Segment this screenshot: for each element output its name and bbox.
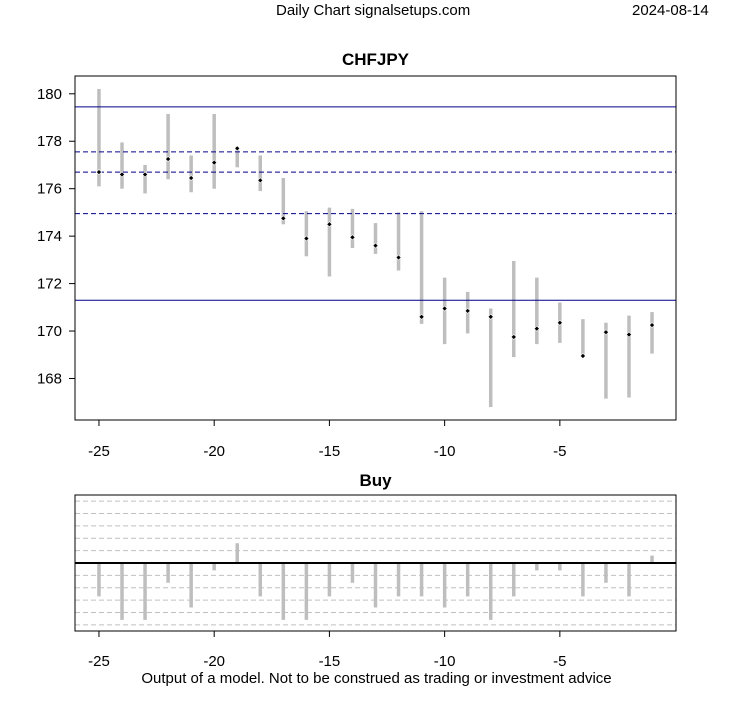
x-tick-label-bottom-2: -15 xyxy=(319,653,341,670)
buy-plot-frame xyxy=(74,494,677,632)
close-point-13 xyxy=(395,254,402,261)
price-plot-frame xyxy=(74,75,677,421)
close-point-7 xyxy=(257,177,264,184)
y-tick-label-0: 168 xyxy=(37,370,62,387)
chart-header-left: Daily Chart signalsetups.com xyxy=(276,2,471,19)
close-point-6 xyxy=(234,145,241,152)
x-tick-label-top-1: -20 xyxy=(203,443,225,460)
close-point-3 xyxy=(165,156,172,163)
x-tick-label-bottom-4: -5 xyxy=(553,653,566,670)
close-point-16 xyxy=(464,307,471,314)
close-point-23 xyxy=(625,331,633,338)
close-point-19 xyxy=(533,325,540,332)
y-tick-label-5: 178 xyxy=(37,133,62,150)
close-point-9 xyxy=(303,235,310,242)
close-point-17 xyxy=(487,313,494,320)
close-point-20 xyxy=(556,319,563,326)
y-tick-label-2: 172 xyxy=(37,276,62,293)
x-tick-label-bottom-1: -20 xyxy=(203,653,225,670)
y-tick-label-6: 180 xyxy=(37,86,62,103)
close-point-24 xyxy=(649,322,656,329)
x-tick-label-top-3: -10 xyxy=(434,443,456,460)
close-point-18 xyxy=(510,333,517,340)
y-tick-label-1: 170 xyxy=(37,323,62,340)
buy-chart-title: Buy xyxy=(359,471,392,490)
close-point-0 xyxy=(95,169,102,176)
x-tick-label-top-0: -25 xyxy=(88,443,110,460)
close-point-22 xyxy=(602,329,609,336)
close-point-12 xyxy=(372,242,379,249)
close-point-21 xyxy=(579,352,586,359)
close-point-2 xyxy=(142,171,149,178)
x-tick-label-top-4: -5 xyxy=(553,443,566,460)
chart-date: 2024-08-14 xyxy=(632,2,709,19)
close-point-5 xyxy=(211,159,218,166)
y-tick-label-3: 174 xyxy=(37,228,62,245)
close-point-8 xyxy=(280,215,287,222)
x-tick-label-top-2: -15 xyxy=(319,443,341,460)
x-tick-label-bottom-0: -25 xyxy=(88,653,110,670)
disclaimer-footer: Output of a model. Not to be construed a… xyxy=(141,670,612,687)
close-point-4 xyxy=(188,174,195,182)
y-tick-label-4: 176 xyxy=(37,181,62,198)
close-point-10 xyxy=(326,221,333,228)
price-chart-title: CHFJPY xyxy=(342,50,410,69)
close-point-11 xyxy=(349,234,356,241)
close-point-14 xyxy=(418,313,425,320)
close-point-1 xyxy=(118,171,126,178)
x-tick-label-bottom-3: -10 xyxy=(434,653,456,670)
close-point-15 xyxy=(441,305,448,312)
